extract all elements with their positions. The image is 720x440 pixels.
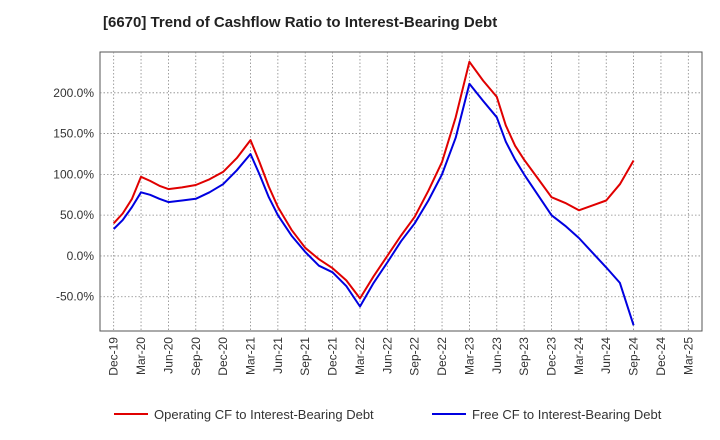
x-tick-label: Mar-24 — [572, 337, 586, 375]
series-line-free-cf — [112, 82, 635, 326]
y-axis-ticks: 200.0% 150.0% 100.0% 50.0% 0.0% -50.0% — [53, 86, 94, 304]
x-tick-label: Mar-25 — [681, 337, 695, 375]
x-tick-label: Dec-21 — [326, 337, 340, 376]
y-tick-label: 200.0% — [53, 86, 94, 100]
x-axis-ticks: Dec-19 Mar-20 Jun-20 Sep-20 Dec-20 Mar-21 Jun-… — [107, 337, 696, 376]
x-tick-label: Jun-24 — [599, 337, 613, 374]
x-tick-label: Dec-23 — [545, 337, 559, 376]
x-tick-label: Mar-21 — [244, 337, 258, 375]
x-tick-label: Sep-23 — [517, 337, 531, 376]
x-tick-label: Jun-22 — [380, 337, 394, 374]
x-tick-label: Jun-23 — [490, 337, 504, 374]
x-tick-label: Mar-20 — [134, 337, 148, 375]
legend-label: Free CF to Interest-Bearing Debt — [472, 407, 662, 422]
x-tick-label: Sep-21 — [298, 337, 312, 376]
y-tick-label: 150.0% — [53, 127, 94, 141]
x-tick-label: Sep-24 — [627, 337, 641, 376]
series-lines — [112, 60, 635, 326]
legend-label: Operating CF to Interest-Bearing Debt — [154, 407, 374, 422]
x-tick-label: Jun-21 — [271, 337, 285, 374]
x-tick-label: Sep-22 — [408, 337, 422, 376]
x-tick-label: Dec-19 — [107, 337, 121, 376]
series-line-operating-cf — [112, 60, 635, 300]
x-tick-label: Dec-22 — [435, 337, 449, 376]
y-tick-label: -50.0% — [56, 290, 94, 304]
x-tick-label: Dec-24 — [654, 337, 668, 376]
plot-area — [99, 51, 703, 332]
x-tick-label: Dec-20 — [216, 337, 230, 376]
x-tick-label: Sep-20 — [189, 337, 203, 376]
y-tick-label: 0.0% — [67, 249, 95, 263]
y-tick-label: 50.0% — [60, 208, 94, 222]
x-tick-label: Mar-23 — [462, 337, 476, 375]
legend: Operating CF to Interest-Bearing Debt Fre… — [114, 407, 662, 422]
y-tick-label: 100.0% — [53, 167, 94, 181]
x-tick-label: Mar-22 — [353, 337, 367, 375]
x-tick-label: Jun-20 — [161, 337, 175, 374]
chart-title: [6670] Trend of Cashflow Ratio to Intere… — [103, 14, 498, 31]
